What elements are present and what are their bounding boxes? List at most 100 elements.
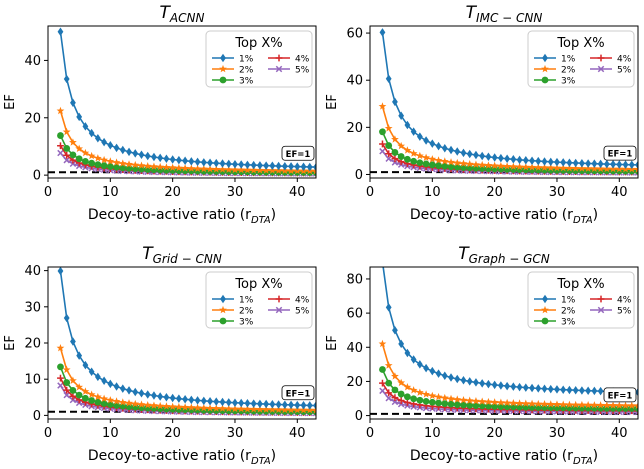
data-point-2% (81, 387, 90, 395)
panel-title: TGrid − CNN (142, 244, 222, 266)
data-point-1% (219, 397, 226, 407)
data-point-1% (610, 160, 616, 169)
data-point-1% (313, 401, 316, 410)
legend-marker-2% (219, 64, 227, 73)
data-point-2% (472, 160, 480, 168)
axes-frame (369, 25, 639, 179)
data-point-2% (156, 162, 165, 171)
data-point-5% (385, 394, 392, 402)
data-point-1% (466, 377, 473, 386)
data-point-4% (385, 150, 393, 158)
data-point-2% (528, 163, 536, 171)
data-point-1% (94, 133, 101, 143)
data-point-2% (312, 166, 316, 175)
data-point-2% (150, 401, 158, 409)
data-point-2% (434, 392, 443, 401)
data-point-1% (151, 391, 157, 400)
data-point-3% (453, 163, 461, 171)
title-base: T (466, 3, 478, 23)
legend-box (205, 30, 313, 88)
legend-marker-4% (275, 54, 283, 62)
data-point-2% (453, 158, 462, 167)
data-point-1% (385, 303, 392, 312)
data-point-5% (63, 391, 70, 399)
data-point-2% (584, 164, 593, 172)
data-point-2% (249, 405, 258, 413)
data-point-2% (69, 138, 77, 146)
data-point-2% (515, 162, 524, 171)
data-point-1% (101, 137, 107, 147)
x-tick-label: 10 (424, 185, 441, 200)
data-point-2% (578, 164, 586, 172)
data-point-3% (422, 397, 430, 405)
x-tick-label: 40 (289, 185, 306, 200)
data-point-2% (280, 405, 289, 414)
data-point-1% (479, 379, 486, 388)
data-point-3% (379, 128, 386, 136)
y-tick-label: 40 (24, 54, 41, 69)
x-axis-label: Decoy-to-active ratio (rDTA) (410, 448, 598, 467)
data-point-1% (144, 151, 151, 161)
data-point-3% (403, 393, 411, 401)
data-point-3% (57, 363, 64, 371)
data-point-3% (81, 394, 89, 402)
x-tick-label: 0 (44, 185, 52, 200)
data-point-3% (119, 164, 127, 172)
data-point-3% (94, 161, 102, 168)
data-point-2% (590, 401, 599, 409)
data-point-2% (237, 404, 246, 413)
data-point-2% (131, 399, 140, 408)
x-tick-label: 30 (227, 185, 244, 200)
data-point-1% (441, 371, 448, 380)
data-point-2% (206, 165, 214, 173)
data-point-4% (379, 379, 386, 387)
data-point-2% (181, 164, 189, 172)
x-tick-label: 20 (164, 426, 181, 441)
data-point-2% (391, 372, 399, 380)
data-point-2% (459, 159, 468, 167)
data-point-2% (305, 406, 314, 414)
data-point-1% (448, 373, 454, 382)
ef-annotation-label: EF=1 (286, 389, 311, 399)
data-point-1% (522, 383, 529, 392)
y-tick-label: 40 (346, 74, 363, 89)
data-point-2% (509, 399, 518, 407)
plot-area (48, 27, 316, 177)
data-point-2% (287, 405, 295, 414)
data-point-2% (584, 400, 593, 409)
data-point-2% (378, 339, 387, 348)
data-point-2% (175, 163, 183, 172)
data-point-2% (596, 164, 605, 173)
data-point-2% (384, 124, 393, 132)
data-point-3% (113, 163, 120, 171)
data-point-1% (535, 384, 542, 393)
data-point-1% (113, 382, 120, 391)
data-point-2% (206, 404, 214, 412)
data-point-1% (57, 27, 64, 36)
data-point-3% (410, 395, 418, 403)
data-point-3% (460, 401, 467, 409)
data-point-1% (232, 159, 238, 169)
data-point-2% (193, 164, 202, 173)
data-point-2% (465, 160, 474, 168)
y-tick-label: 20 (24, 111, 41, 126)
data-point-1% (281, 161, 288, 171)
legend-entry-3%: 3% (239, 77, 254, 87)
data-point-4% (403, 399, 411, 406)
data-point-1% (144, 390, 151, 399)
data-point-1% (454, 374, 461, 384)
data-point-1% (113, 143, 120, 153)
ef-annotation-label: EF=1 (286, 150, 311, 160)
x-tick-label: 40 (289, 426, 306, 441)
data-point-1% (294, 162, 301, 171)
data-point-5% (57, 149, 64, 157)
y-tick-label: 20 (346, 121, 363, 136)
data-point-3% (63, 145, 71, 152)
panel-title: TACNN (160, 3, 205, 25)
data-point-2% (621, 401, 630, 409)
ef-annotation-box (603, 145, 637, 161)
data-point-5% (379, 148, 386, 155)
legend-entry-4%: 4% (617, 296, 632, 306)
data-point-1% (107, 141, 114, 150)
data-point-1% (603, 159, 610, 169)
